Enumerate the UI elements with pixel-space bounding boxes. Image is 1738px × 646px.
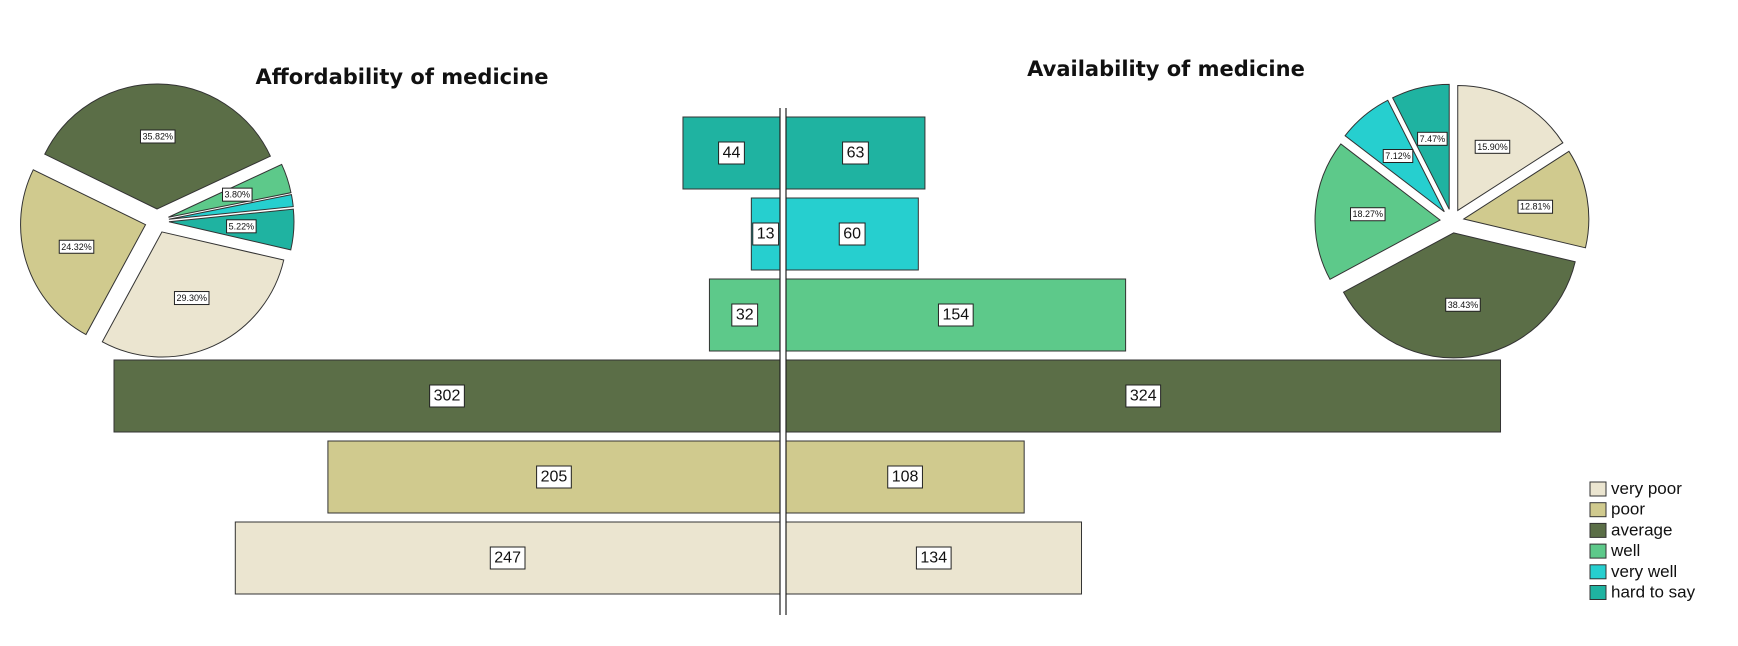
right-pie-slice-poor <box>1462 150 1590 249</box>
svg-text:134: 134 <box>920 550 947 567</box>
bar-label-right-hard-to-say: 63 <box>842 141 869 165</box>
svg-text:18.27%: 18.27% <box>1353 209 1384 219</box>
legend-swatch <box>1589 585 1607 600</box>
left-pie-slice-label-poor: 24.32% <box>58 239 95 254</box>
left-pie-slice-average <box>44 83 272 210</box>
legend-label: hard to say <box>1611 583 1696 602</box>
svg-text:5.22%: 5.22% <box>229 221 255 231</box>
legend-item-very-poor: very poor <box>1589 479 1682 498</box>
svg-text:324: 324 <box>1130 388 1157 405</box>
legend-label: poor <box>1611 500 1645 519</box>
legend-item-well: well <box>1589 541 1640 560</box>
legend-item-very-well: very well <box>1589 562 1677 581</box>
bar-label-left-poor: 205 <box>536 465 572 489</box>
bar-label-left-very-poor: 247 <box>489 546 526 570</box>
svg-text:13: 13 <box>757 226 775 243</box>
svg-text:205: 205 <box>541 469 568 486</box>
legend-swatch <box>1589 502 1607 518</box>
left-pie-chart: 29.30% 24.32% 35.82% 3.80% 5.22% <box>20 83 295 358</box>
bar-label-left-hard-to-say: 44 <box>718 141 745 165</box>
svg-text:32: 32 <box>736 307 754 324</box>
legend-swatch <box>1589 481 1607 497</box>
svg-text:35.82%: 35.82% <box>142 132 173 142</box>
bar-label-left-very-well: 13 <box>752 222 780 246</box>
svg-text:302: 302 <box>434 388 461 405</box>
left-pie-slice-label-well: 3.80% <box>222 187 253 202</box>
legend-item-poor: poor <box>1589 500 1645 519</box>
svg-text:7.47%: 7.47% <box>1420 134 1446 144</box>
bar-label-right-very-well: 60 <box>838 222 866 246</box>
right-pie-chart: 15.90% 12.81% 38.43% 18.27% 7.12% 7.47% <box>1314 83 1590 359</box>
right-pie-slice-label-hard-to-say: 7.47% <box>1417 131 1448 146</box>
left-pie-slice-label-average: 35.82% <box>139 129 176 144</box>
svg-text:15.90%: 15.90% <box>1477 142 1508 152</box>
legend-label: well <box>1610 541 1640 560</box>
legend-label: average <box>1611 520 1672 539</box>
legend-label: very well <box>1611 562 1677 581</box>
svg-text:24.32%: 24.32% <box>61 242 92 252</box>
right-pie-slice-label-very-poor: 15.90% <box>1474 139 1511 154</box>
right-pie-slice-label-well: 18.27% <box>1350 207 1386 222</box>
svg-text:12.81%: 12.81% <box>1520 202 1551 212</box>
svg-text:247: 247 <box>494 550 521 567</box>
svg-text:38.43%: 38.43% <box>1448 300 1479 310</box>
svg-text:44: 44 <box>723 145 741 162</box>
right-pie-slice-very-poor <box>1457 84 1564 212</box>
svg-text:60: 60 <box>843 226 861 243</box>
right-pie-slice-hard-to-say <box>1391 83 1450 210</box>
legend-swatch <box>1589 522 1607 538</box>
right-chart-title: Availability of medicine <box>1027 57 1305 81</box>
svg-text:108: 108 <box>892 469 919 486</box>
left-pie-slice-very-well <box>168 194 294 220</box>
svg-text:3.80%: 3.80% <box>225 190 251 200</box>
left-pie-slice-label-very-poor: 29.30% <box>173 291 210 306</box>
svg-text:63: 63 <box>847 145 865 162</box>
legend-swatch <box>1589 564 1607 580</box>
bars-group: 247 134 205 108 302 324 32 154 13 60 44 63 <box>113 116 1502 595</box>
svg-text:7.12%: 7.12% <box>1385 151 1411 161</box>
left-pie-slice-label-hard-to-say: 5.22% <box>226 219 257 234</box>
bar-label-left-well: 32 <box>731 303 759 327</box>
legend-swatch <box>1589 543 1607 559</box>
bar-label-right-poor: 108 <box>887 465 923 489</box>
left-chart-title: Affordability of medicine <box>256 65 549 89</box>
legend-item-average: average <box>1589 520 1672 539</box>
bar-label-right-well: 154 <box>937 303 974 327</box>
bar-label-left-average: 302 <box>429 384 465 408</box>
svg-text:154: 154 <box>942 307 969 324</box>
right-pie-slice-label-poor: 12.81% <box>1517 199 1554 214</box>
right-pie-slice-label-average: 38.43% <box>1445 297 1481 312</box>
right-pie-slice-average <box>1342 232 1576 359</box>
bar-label-right-very-poor: 134 <box>915 546 952 570</box>
right-pie-slice-label-very-well: 7.12% <box>1382 149 1414 164</box>
legend-label: very poor <box>1611 479 1682 498</box>
svg-text:29.30%: 29.30% <box>176 293 207 303</box>
bar-label-right-average: 324 <box>1125 384 1162 408</box>
legend-item-hard-to-say: hard to say <box>1589 583 1696 602</box>
